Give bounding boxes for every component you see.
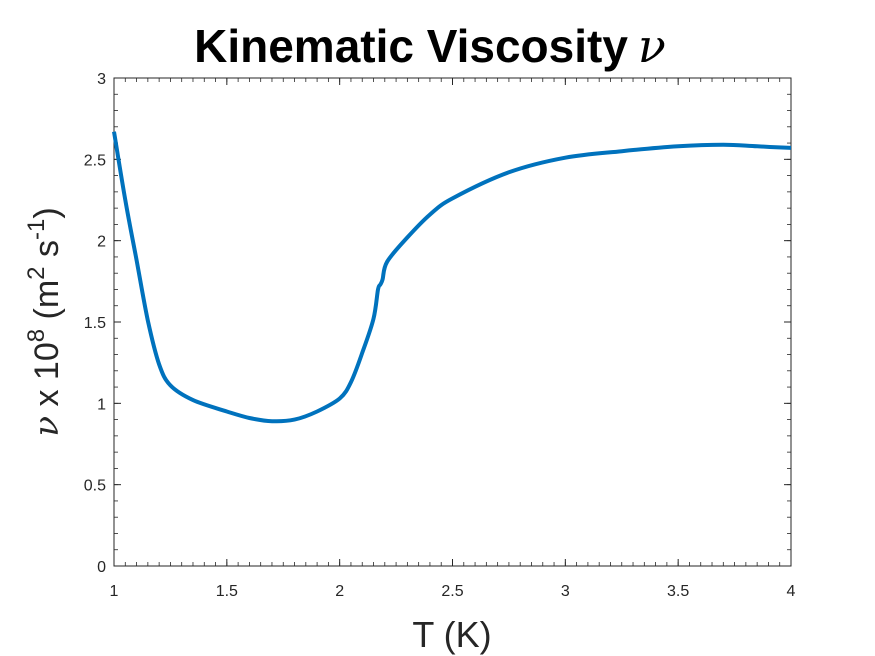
y-tick-label: 0.5 bbox=[84, 478, 106, 495]
y-label-text-b: (m bbox=[28, 280, 66, 329]
y-label-text-a: x 10 bbox=[28, 342, 66, 416]
chart-title: Kinematic Viscosity ν bbox=[194, 19, 666, 73]
y-tick-label: 3 bbox=[97, 71, 106, 88]
chart-title-text: Kinematic Viscosity bbox=[194, 20, 628, 72]
y-tick-label: 0 bbox=[97, 559, 106, 576]
x-tick-label: 2 bbox=[335, 583, 344, 600]
x-axis-label: T (K) bbox=[412, 614, 491, 655]
y-label-exp-c: -1 bbox=[23, 219, 50, 240]
y-tick-label: 1.5 bbox=[84, 315, 106, 332]
y-label-exp-b: 2 bbox=[23, 266, 50, 279]
y-label-symbol: ν bbox=[27, 416, 67, 437]
plot-area bbox=[113, 77, 792, 567]
y-label-text-c: s bbox=[28, 240, 66, 266]
x-tick-label: 1 bbox=[110, 583, 119, 600]
x-tick-label: 1.5 bbox=[216, 583, 238, 600]
y-tick-label: 2.5 bbox=[84, 152, 106, 169]
series-group bbox=[112, 131, 792, 424]
x-tick-label: 3 bbox=[561, 583, 570, 600]
axis-ticks bbox=[113, 77, 792, 567]
chart-title-symbol: ν bbox=[638, 19, 666, 73]
y-label-exp-a: 8 bbox=[23, 329, 50, 342]
x-tick-label: 2.5 bbox=[441, 583, 463, 600]
y-tick-label: 2 bbox=[97, 234, 106, 251]
y-label-text-d: ) bbox=[28, 207, 66, 218]
x-tick-label: 3.5 bbox=[667, 583, 689, 600]
series-line-nu bbox=[112, 131, 792, 424]
y-tick-label: 1 bbox=[97, 396, 106, 413]
x-tick-labels: 1 1.5 2 2.5 3 3.5 4 bbox=[110, 583, 796, 600]
y-axis-label: ν x 108 (m2 s-1) bbox=[23, 207, 67, 436]
y-tick-labels: 0 0.5 1 1.5 2 2.5 3 bbox=[84, 71, 106, 576]
x-tick-label: 4 bbox=[787, 583, 796, 600]
